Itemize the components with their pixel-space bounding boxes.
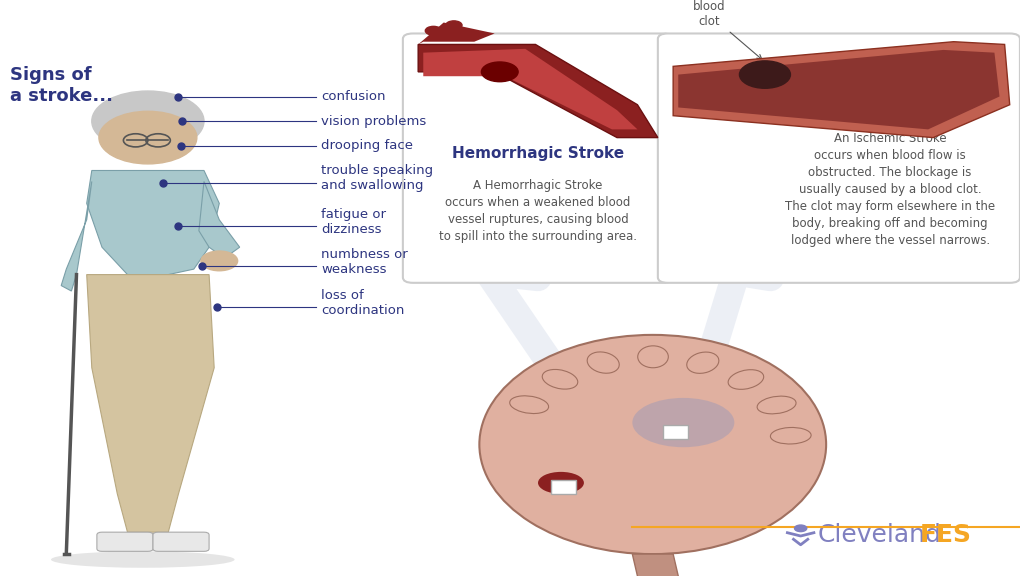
Text: numbness or
weakness: numbness or weakness <box>322 248 408 276</box>
Circle shape <box>795 525 807 532</box>
Polygon shape <box>199 181 240 258</box>
Circle shape <box>481 62 518 82</box>
Text: FES: FES <box>920 523 972 547</box>
Text: drooping face: drooping face <box>322 139 414 152</box>
Polygon shape <box>673 41 1010 138</box>
Text: fatigue or
dizziness: fatigue or dizziness <box>322 208 386 236</box>
Ellipse shape <box>51 551 234 568</box>
FancyBboxPatch shape <box>657 33 1020 283</box>
Circle shape <box>425 26 441 35</box>
Ellipse shape <box>479 335 826 554</box>
Text: loss of
coordination: loss of coordination <box>322 289 404 317</box>
Polygon shape <box>418 44 657 138</box>
FancyBboxPatch shape <box>663 425 688 439</box>
Text: vision problems: vision problems <box>322 115 427 128</box>
Ellipse shape <box>633 398 734 447</box>
Circle shape <box>99 111 197 164</box>
Polygon shape <box>87 275 214 532</box>
Text: Hemorrhagic Stroke: Hemorrhagic Stroke <box>452 146 624 161</box>
Text: An Ischemic Stroke
occurs when blood flow is
obstructed. The blockage is
usually: An Ischemic Stroke occurs when blood flo… <box>785 132 995 247</box>
Circle shape <box>201 251 238 271</box>
Text: Cleveland: Cleveland <box>818 523 942 547</box>
Text: Ischemic Stroke: Ischemic Stroke <box>822 98 958 113</box>
Polygon shape <box>423 49 638 130</box>
Text: confusion: confusion <box>322 90 386 103</box>
Polygon shape <box>633 554 683 576</box>
Polygon shape <box>418 22 495 44</box>
FancyBboxPatch shape <box>153 532 209 551</box>
Text: blood
clot: blood clot <box>692 0 762 59</box>
Polygon shape <box>678 50 999 130</box>
Ellipse shape <box>538 472 584 494</box>
Text: Signs of
a stroke...: Signs of a stroke... <box>10 66 114 105</box>
FancyBboxPatch shape <box>97 532 153 551</box>
FancyBboxPatch shape <box>402 33 673 283</box>
Circle shape <box>739 61 791 88</box>
Polygon shape <box>87 170 219 275</box>
Text: A Hemorrhagic Stroke
occurs when a weakened blood
vessel ruptures, causing blood: A Hemorrhagic Stroke occurs when a weake… <box>439 179 637 242</box>
Circle shape <box>445 21 462 29</box>
Circle shape <box>92 91 204 151</box>
Text: trouble speaking
and swallowing: trouble speaking and swallowing <box>322 164 433 192</box>
FancyBboxPatch shape <box>551 480 577 494</box>
Polygon shape <box>61 181 92 291</box>
